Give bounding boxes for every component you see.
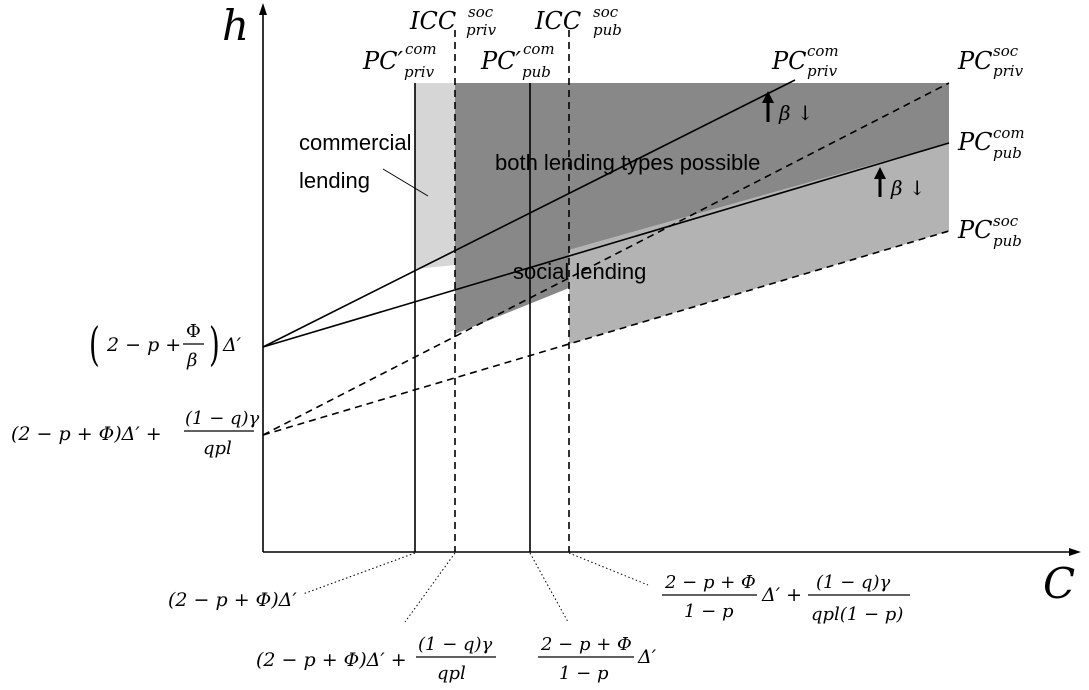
svg-text:priv: priv	[466, 21, 497, 39]
svg-text:2 − p + Φ: 2 − p + Φ	[664, 572, 756, 593]
svg-text:com: com	[405, 40, 437, 58]
x-label-b-leader	[404, 552, 456, 623]
svg-text:qpl: qpl	[203, 438, 232, 459]
y-label-lower: (2 − p + Φ)Δ′ + (1 − q)γ qpl	[11, 408, 260, 459]
svg-text:β: β	[186, 350, 197, 371]
pc-soc-priv-line	[262, 82, 950, 436]
social-lending-label: social lending	[513, 259, 646, 284]
svg-text:1 − p: 1 − p	[559, 663, 609, 684]
x-axis-label: C	[1043, 559, 1075, 608]
svg-text:priv: priv	[807, 62, 838, 80]
x-label-c-leader	[529, 552, 569, 623]
svg-text:): )	[209, 318, 220, 371]
svg-text:priv: priv	[993, 62, 1024, 80]
pc-com-priv-line	[262, 79, 796, 348]
svg-text:ICC: ICC	[534, 7, 581, 35]
svg-text:PC: PC	[957, 128, 993, 156]
svg-text:(1 − q)γ: (1 − q)γ	[185, 408, 260, 429]
commercial-lending-region	[415, 83, 455, 269]
x-label-b: (2 − p + Φ)Δ′ + (1 − q)γ qpl	[256, 634, 496, 684]
svg-text:(1 − q)γ: (1 − q)γ	[816, 572, 891, 593]
svg-text:(2 − p + Φ)Δ′ +: (2 − p + Φ)Δ′ +	[256, 649, 407, 671]
svg-text:com: com	[993, 124, 1025, 142]
svg-text:com: com	[523, 40, 555, 58]
svg-text:Δ′ +: Δ′ +	[761, 584, 802, 606]
svg-text:pub: pub	[993, 232, 1022, 250]
svg-text:soc: soc	[593, 3, 619, 21]
commercial-lending-label-line2: lending	[299, 168, 370, 193]
svg-text:PC′: PC′	[480, 47, 522, 75]
icc-soc-pub-label: ICC soc pub	[534, 3, 622, 39]
svg-text:qpl(1 − p): qpl(1 − p)	[811, 604, 903, 625]
svg-text:(: (	[89, 318, 100, 371]
pc-com-pub-label: PC com pub	[957, 124, 1025, 162]
svg-text:soc: soc	[993, 212, 1019, 230]
pc-com-pub-line	[262, 142, 950, 348]
pc-com-priv-label: PC com priv	[771, 42, 839, 80]
both-lending-types-label: both lending types possible	[495, 150, 760, 175]
svg-text:(1 − q)γ: (1 − q)γ	[418, 634, 493, 655]
svg-text:qpl: qpl	[437, 663, 466, 684]
svg-text:Δ′: Δ′	[222, 334, 242, 356]
svg-text:2 − p +: 2 − p +	[106, 334, 181, 356]
x-axis-arrow	[1069, 548, 1081, 556]
svg-text:soc: soc	[468, 3, 494, 21]
svg-text:PC: PC	[957, 47, 993, 75]
y-axis-label: h	[222, 1, 249, 50]
svg-text:pub: pub	[993, 144, 1022, 162]
commercial-lending-pointer	[382, 168, 429, 197]
x-label-a-leader	[302, 552, 416, 595]
y-label-upper: ( 2 − p + Φ β ) Δ′	[89, 318, 242, 371]
x-label-d-leader	[568, 552, 649, 586]
svg-text:PC: PC	[771, 47, 807, 75]
icc-soc-priv-label: ICC soc priv	[409, 3, 497, 39]
svg-text:β ↓: β ↓	[890, 176, 926, 200]
beta-shift-annotation-lower: β ↓	[874, 167, 926, 200]
x-label-c: 2 − p + Φ 1 − p Δ′	[538, 634, 657, 684]
pc-soc-priv-label: PC soc priv	[957, 42, 1024, 80]
svg-text:1 − p: 1 − p	[684, 601, 734, 622]
svg-text:PC: PC	[957, 216, 993, 244]
svg-text:Φ: Φ	[186, 321, 201, 342]
svg-text:Δ′: Δ′	[637, 646, 657, 668]
svg-text:soc: soc	[993, 42, 1019, 60]
svg-text:com: com	[807, 42, 839, 60]
pc-prime-com-pub-label: PC′ com pub	[480, 40, 555, 81]
svg-text:PC′: PC′	[362, 47, 404, 75]
svg-text:ICC: ICC	[409, 7, 456, 35]
x-label-d: 2 − p + Φ 1 − p Δ′ + (1 − q)γ qpl(1 − p)	[662, 572, 910, 625]
commercial-lending-label-line1: commercial	[299, 130, 411, 155]
pc-prime-com-priv-label: PC′ com priv	[362, 40, 437, 81]
pc-soc-pub-label: PC soc pub	[957, 212, 1022, 250]
beta-shift-annotation-upper: β ↓	[762, 91, 814, 125]
both-lending-types-region	[455, 83, 949, 334]
svg-text:2 − p + Φ: 2 − p + Φ	[540, 634, 632, 655]
svg-text:(2 − p + Φ)Δ′ +: (2 − p + Φ)Δ′ +	[11, 423, 162, 445]
y-axis-arrow	[259, 3, 267, 15]
svg-text:priv: priv	[404, 63, 435, 81]
svg-text:pub: pub	[593, 21, 622, 39]
social-lending-region	[569, 143, 949, 344]
svg-text:pub: pub	[522, 63, 551, 81]
x-label-a: (2 − p + Φ)Δ′	[168, 589, 297, 611]
svg-text:β ↓: β ↓	[778, 101, 814, 125]
